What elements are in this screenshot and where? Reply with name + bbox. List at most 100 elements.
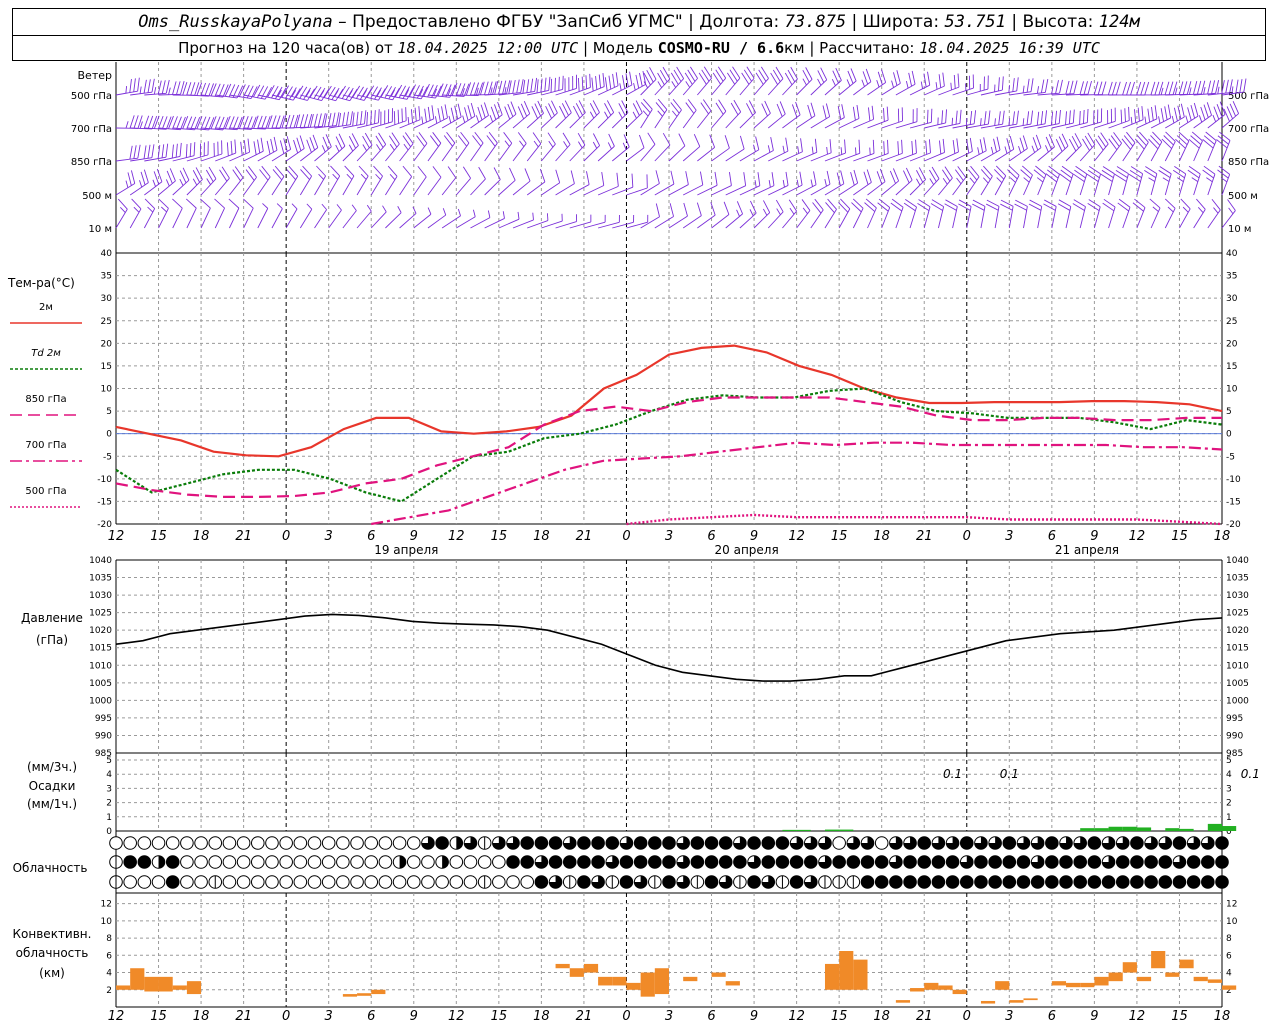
cloud-symbol-circle bbox=[307, 855, 322, 869]
wind-barb-shaft bbox=[158, 208, 169, 229]
temp-x-tick: 15 bbox=[150, 529, 167, 544]
wind-barb-half bbox=[607, 142, 612, 150]
wind-barb-flag bbox=[416, 135, 425, 147]
temp-series-0 bbox=[115, 344, 1223, 458]
wind-barb bbox=[640, 132, 656, 162]
wind-barb bbox=[371, 108, 393, 129]
cloud-symbol bbox=[690, 836, 705, 850]
cloud-symbol-fill bbox=[648, 836, 662, 850]
cloud-symbol-fill bbox=[861, 875, 874, 889]
wind-barb-flag bbox=[203, 142, 205, 156]
temp-x-tick: 6 bbox=[367, 529, 375, 544]
wind-barb-half bbox=[206, 178, 211, 185]
wind-barb bbox=[1108, 81, 1135, 96]
wind-barb bbox=[1151, 81, 1178, 96]
wind-barb-flag bbox=[248, 166, 257, 178]
wind-barb-flag bbox=[673, 69, 682, 82]
wind-barb-half bbox=[950, 82, 952, 91]
wind-barb-flag bbox=[151, 115, 158, 130]
wind-barb-flag bbox=[1219, 131, 1231, 141]
cloud-symbol-circle bbox=[265, 855, 279, 869]
wind-barb-flag bbox=[822, 105, 827, 119]
wind-barb-flag bbox=[147, 144, 151, 159]
wind-barb-shaft bbox=[682, 110, 697, 129]
cloud-symbol bbox=[421, 855, 435, 869]
temp-tick-right: 40 bbox=[1226, 249, 1238, 259]
wind-barb bbox=[1014, 199, 1028, 229]
wind-barb bbox=[711, 172, 732, 196]
wind-barb-flag bbox=[470, 102, 476, 117]
wind-barb-shaft bbox=[612, 221, 634, 229]
wind-barb-flag bbox=[359, 87, 368, 100]
wind-barb bbox=[995, 110, 1019, 129]
wind-barb-flag bbox=[709, 134, 716, 148]
wind-barb-half bbox=[389, 174, 396, 181]
wind-barb bbox=[864, 198, 877, 229]
cloud-symbol bbox=[1073, 875, 1088, 889]
wind-barb bbox=[541, 75, 564, 96]
conv-tick-left: 10 bbox=[101, 917, 113, 927]
cloud-symbol bbox=[605, 855, 620, 869]
cloud-symbol-fill bbox=[166, 855, 180, 869]
wind-barb-flag bbox=[764, 100, 771, 114]
wind-barb-flag bbox=[398, 85, 407, 98]
wind-barb-flag bbox=[364, 110, 367, 124]
wind-barb-flag bbox=[876, 171, 883, 185]
wind-barb-shaft bbox=[356, 175, 369, 196]
wind-barb bbox=[725, 172, 747, 196]
wind-barb-half bbox=[996, 177, 1003, 184]
cloud-symbol bbox=[293, 875, 308, 889]
wind-barb bbox=[385, 206, 402, 229]
cloud-symbol bbox=[151, 855, 166, 869]
wind-barb-flag bbox=[480, 81, 485, 95]
wind-barb-half bbox=[291, 203, 298, 210]
wind-barb-shaft bbox=[328, 175, 341, 196]
wind-barb-half bbox=[685, 81, 691, 88]
wind-barb-half bbox=[502, 211, 505, 219]
wind-barb bbox=[583, 100, 600, 129]
wind-barb-flag bbox=[972, 203, 985, 211]
wind-barb-shaft bbox=[441, 142, 456, 162]
wind-barb-half bbox=[291, 89, 297, 97]
wind-barb-flag bbox=[243, 140, 247, 154]
cloud-symbol bbox=[903, 875, 917, 889]
cloud-symbol-fill bbox=[676, 875, 690, 889]
temp-x-tick: 9 bbox=[410, 529, 418, 544]
wind-barb-flag bbox=[232, 169, 241, 182]
wind-barb bbox=[640, 170, 660, 196]
cloud-symbol bbox=[279, 836, 293, 850]
wind-barb-half bbox=[1023, 177, 1030, 183]
wind-barb-flag bbox=[996, 136, 1001, 151]
wind-barb-flag bbox=[179, 142, 182, 157]
wind-barb-half bbox=[1130, 116, 1133, 125]
cloud-symbol bbox=[1087, 836, 1102, 850]
conv-x-tick: 18 bbox=[873, 1009, 890, 1024]
wind-barb-flag bbox=[418, 132, 428, 144]
wind-barb-shaft bbox=[569, 184, 590, 196]
wind-barb bbox=[1100, 166, 1115, 196]
temp-tick-right: -20 bbox=[1226, 520, 1241, 530]
wind-barb-flag bbox=[384, 110, 386, 125]
wind-barb-flag bbox=[503, 132, 513, 144]
wind-barb-shaft bbox=[668, 184, 689, 196]
wind-barb-flag bbox=[779, 101, 786, 115]
cloud-symbol bbox=[1115, 875, 1130, 889]
wind-barb-flag bbox=[957, 73, 960, 88]
cloud-symbol-fill bbox=[1017, 875, 1030, 889]
wind-barb bbox=[186, 167, 203, 196]
wind-barb-flag bbox=[193, 142, 196, 156]
wind-barb-shaft bbox=[782, 114, 801, 129]
wind-barb-flag bbox=[1141, 106, 1144, 120]
wind-barb-half bbox=[1197, 207, 1204, 214]
cloud-symbol-fill bbox=[1088, 855, 1101, 869]
wind-barb-flag bbox=[208, 117, 215, 131]
wind-barb bbox=[370, 165, 383, 196]
wind-barb-flag bbox=[273, 136, 278, 151]
wind-barb-flag bbox=[378, 88, 386, 101]
convective-bar bbox=[952, 989, 967, 995]
wind-barb-flag bbox=[437, 108, 441, 122]
cloud-symbol bbox=[1201, 855, 1215, 869]
wind-barb bbox=[711, 66, 727, 96]
cloud-symbol-fill bbox=[804, 875, 818, 889]
wind-barb-flag bbox=[161, 144, 165, 158]
